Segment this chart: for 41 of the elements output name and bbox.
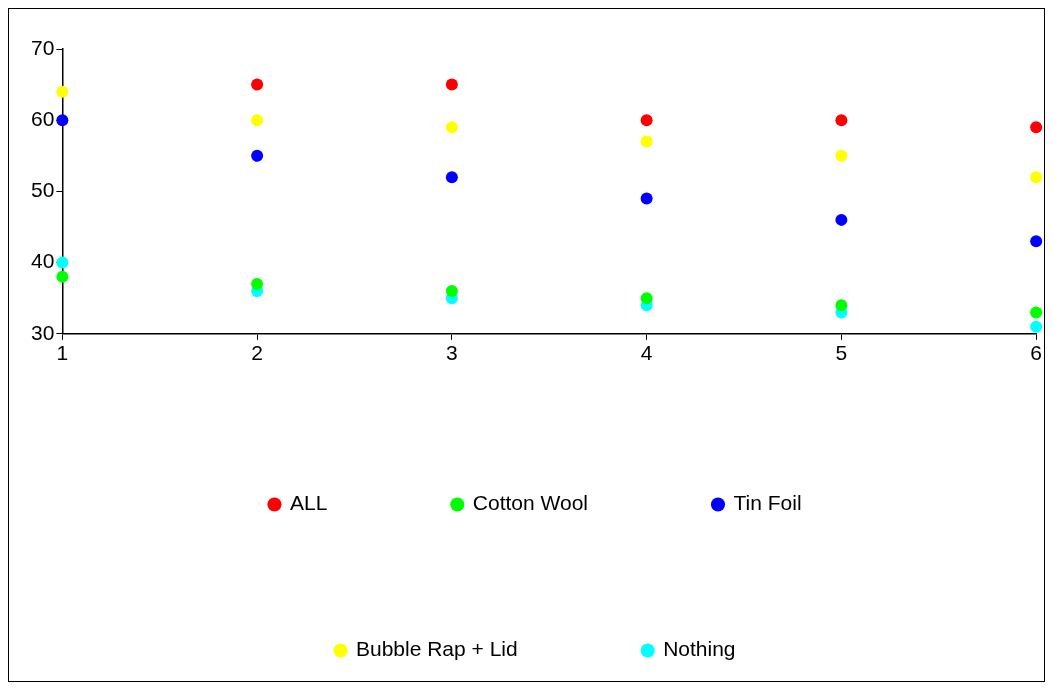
point bbox=[1030, 121, 1043, 134]
point bbox=[1030, 320, 1043, 333]
legend-label: Bubble Rap + Lid bbox=[355, 637, 518, 661]
x-tick-label: 2 bbox=[251, 341, 263, 365]
point bbox=[56, 114, 69, 127]
point bbox=[835, 299, 848, 312]
x-tick-label: 6 bbox=[1030, 341, 1042, 365]
y-tick-label: 30 bbox=[31, 320, 55, 344]
point bbox=[835, 114, 848, 127]
x-tick-label: 4 bbox=[640, 341, 653, 365]
point bbox=[251, 78, 264, 91]
point bbox=[1030, 235, 1043, 248]
point bbox=[56, 270, 69, 283]
point bbox=[640, 135, 653, 148]
point bbox=[56, 256, 69, 269]
point bbox=[445, 171, 458, 184]
point bbox=[835, 149, 848, 162]
point bbox=[640, 192, 653, 205]
point bbox=[1030, 306, 1043, 319]
x-tick-label: 1 bbox=[56, 341, 69, 365]
point bbox=[640, 292, 653, 305]
y-tick-label: 60 bbox=[31, 107, 55, 130]
legend-label: ALL bbox=[289, 491, 328, 515]
point bbox=[251, 277, 264, 290]
x-tick-label: 3 bbox=[446, 341, 458, 365]
point bbox=[251, 149, 264, 162]
point bbox=[445, 285, 458, 298]
x-tick-label: 5 bbox=[835, 341, 848, 365]
y-tick-label: 70 bbox=[31, 35, 55, 59]
point bbox=[640, 114, 653, 127]
point bbox=[445, 121, 458, 134]
point bbox=[56, 85, 69, 98]
y-tick-label: 50 bbox=[31, 178, 55, 202]
point bbox=[1030, 171, 1043, 184]
point bbox=[835, 213, 848, 226]
point bbox=[251, 114, 264, 127]
point bbox=[445, 78, 458, 91]
y-tick-label: 40 bbox=[31, 249, 55, 273]
legend-label: Nothing bbox=[663, 637, 736, 661]
legend-label: Cotton Wool bbox=[472, 491, 588, 515]
legend-label: Tin Foil bbox=[733, 491, 802, 515]
